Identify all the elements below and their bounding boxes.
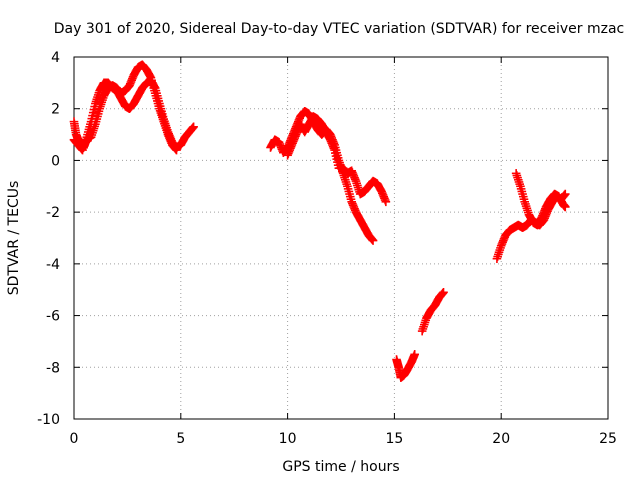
y-axis-label: SDTVAR / TECUs bbox=[6, 181, 22, 296]
x-tick-label: 0 bbox=[70, 431, 79, 447]
x-tick-labels: 0 5 10 15 20 25 bbox=[70, 431, 617, 447]
data-points bbox=[69, 60, 570, 382]
y-tick-label: -8 bbox=[46, 360, 60, 376]
y-tick-label: -6 bbox=[46, 309, 60, 325]
data-point bbox=[560, 202, 570, 212]
x-axis-label: GPS time / hours bbox=[282, 459, 399, 475]
y-tick-label: 0 bbox=[51, 153, 60, 169]
data-point bbox=[410, 350, 419, 359]
x-tick-label: 5 bbox=[176, 431, 185, 447]
chart-title: Day 301 of 2020, Sidereal Day-to-day VTE… bbox=[54, 21, 624, 37]
x-tick-label: 20 bbox=[492, 431, 510, 447]
y-tick-label: -4 bbox=[46, 257, 60, 273]
y-tick-labels: -10 -8 -6 -4 -2 0 2 4 bbox=[37, 50, 60, 428]
axis-ticks bbox=[73, 56, 609, 420]
plot-frame bbox=[73, 56, 609, 420]
y-tick-label: -2 bbox=[46, 205, 60, 221]
y-tick-label: 2 bbox=[51, 102, 60, 118]
data-point bbox=[368, 236, 378, 245]
data-point bbox=[189, 122, 198, 132]
y-tick-label: -10 bbox=[37, 412, 60, 428]
x-tick-label: 10 bbox=[279, 431, 297, 447]
data-point bbox=[381, 197, 391, 207]
x-tick-label: 25 bbox=[599, 431, 617, 447]
y-tick-label: 4 bbox=[51, 50, 60, 66]
x-tick-label: 15 bbox=[385, 431, 403, 447]
grid-lines bbox=[74, 57, 608, 419]
data-point bbox=[439, 287, 448, 297]
data-point bbox=[560, 189, 570, 199]
